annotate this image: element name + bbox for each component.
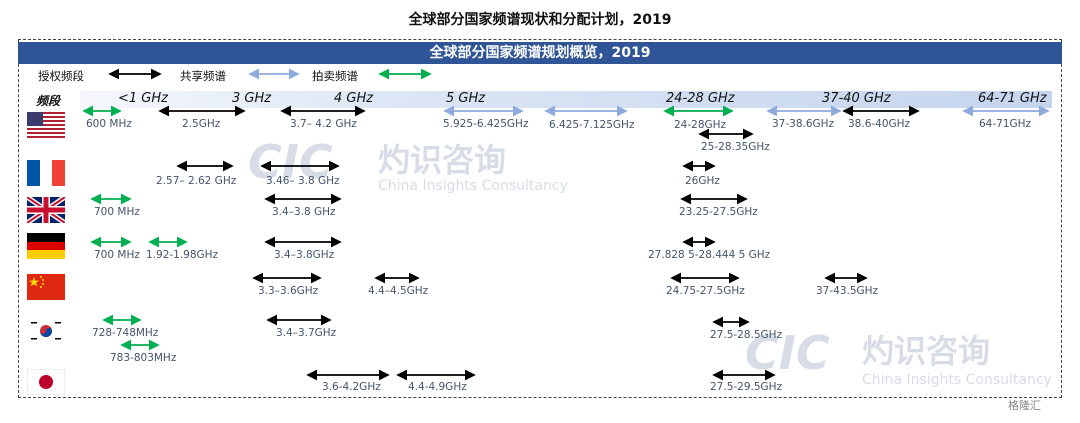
- band-label-sub1: <1 GHz: [118, 91, 168, 106]
- page-title: 全球部分国家频谱现状和分配计划，2019: [408, 12, 672, 28]
- range-label: 24-28GHz: [674, 119, 727, 131]
- range-label: 700 MHz: [94, 249, 140, 261]
- watermark-cn-2: 灼识咨询: [862, 332, 991, 370]
- range-label: 26GHz: [685, 175, 720, 187]
- range-label: 5.925-6.425GHz: [443, 118, 529, 130]
- germany-flag: [27, 233, 65, 259]
- france-flag: [27, 160, 65, 186]
- band-label-3ghz: 3 GHz: [232, 91, 272, 106]
- range-label: 3.4–3.8 GHz: [272, 206, 336, 218]
- uk-flag: [27, 197, 65, 223]
- chart-frame: [18, 39, 1062, 398]
- watermark-cn: 灼识咨询: [378, 141, 507, 179]
- source-badge: 格隆汇: [1008, 399, 1041, 412]
- range-label: 38.6-40GHz: [848, 118, 911, 130]
- japan-flag: [27, 369, 65, 395]
- range-label: 783-803MHz: [110, 352, 177, 364]
- range-label: 2.5GHz: [182, 118, 221, 130]
- band-label-37-40ghz: 37-40 GHz: [822, 91, 891, 106]
- range-label: 37-43.5GHz: [816, 285, 879, 297]
- range-label: 24.75-27.5GHz: [666, 285, 745, 297]
- range-label: 37-38.6GHz: [772, 118, 835, 130]
- range-label: 4.4-4.9GHz: [408, 381, 467, 393]
- range-label: 600 MHz: [86, 118, 132, 130]
- range-label: 25-28.35GHz: [701, 141, 770, 153]
- range-label: 1.92-1.98GHz: [146, 249, 219, 261]
- band-header: [80, 91, 1052, 108]
- band-label-4ghz: 4 GHz: [334, 91, 374, 106]
- range-label: 23.25-27.5GHz: [679, 206, 758, 218]
- china-flag: [27, 274, 65, 300]
- legend-shared-label: 共享频谱: [180, 69, 226, 83]
- band-label-24-28ghz: 24-28 GHz: [666, 91, 735, 106]
- range-label: 6.425-7.125GHz: [549, 119, 635, 131]
- range-label: 3.4–3.8GHz: [274, 249, 335, 261]
- range-label: 3.4–3.7GHz: [276, 327, 337, 339]
- band-column-header: 频段: [36, 94, 61, 108]
- range-label: 3.7– 4.2 GHz: [290, 118, 357, 130]
- range-label: 3.3–3.6GHz: [258, 285, 319, 297]
- watermark-en: China Insights Consultancy: [378, 178, 568, 194]
- range-label: 700 MHz: [94, 206, 140, 218]
- range-label: 2.57– 2.62 GHz: [156, 175, 237, 187]
- range-label: 3.6-4.2GHz: [322, 381, 381, 393]
- range-label: 4.4–4.5GHz: [368, 285, 429, 297]
- range-label: 728-748MHz: [92, 327, 159, 339]
- range-label: 64-71GHz: [979, 118, 1032, 130]
- legend-auction-label: 拍卖频谱: [312, 69, 358, 83]
- korea-flag: [27, 318, 65, 344]
- watermark-en-2: China Insights Consultancy: [862, 372, 1052, 388]
- banner-title: 全球部分国家频谱规划概览，2019: [18, 42, 1062, 64]
- range-label: 27.828 5-28.444 5 GHz: [648, 249, 771, 261]
- range-label: 27.5-28.5GHz: [710, 329, 783, 341]
- band-label-64-71ghz: 64-71 GHz: [978, 91, 1047, 106]
- range-label: 3.46– 3.8 GHz: [266, 175, 340, 187]
- band-label-5ghz: 5 GHz: [446, 91, 486, 106]
- legend-licensed-label: 授权频段: [38, 69, 84, 83]
- range-label: 27.5-29.5GHz: [710, 381, 783, 393]
- us-flag: [27, 112, 65, 138]
